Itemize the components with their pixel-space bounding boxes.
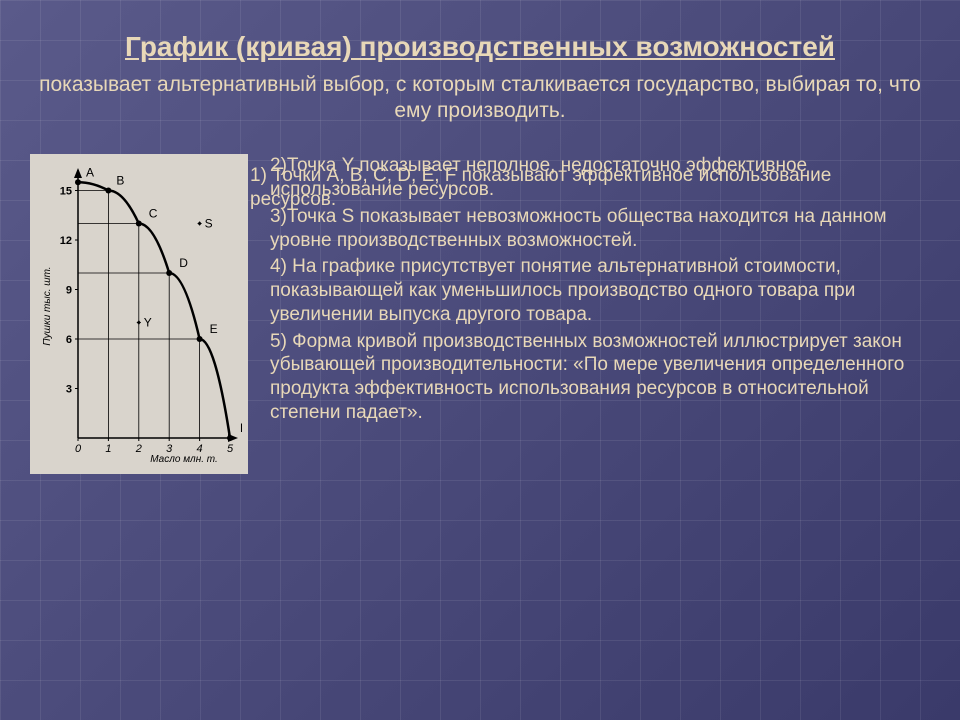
- svg-text:1: 1: [105, 443, 111, 455]
- svg-text:Y: Y: [144, 316, 152, 330]
- svg-text:6: 6: [66, 334, 72, 346]
- svg-text:Масло млн. т.: Масло млн. т.: [150, 454, 218, 465]
- svg-text:0: 0: [75, 443, 82, 455]
- slide-subtitle: показывает альтернативный выбор, с котор…: [30, 72, 930, 125]
- svg-text:Пушки тыс. шт.: Пушки тыс. шт.: [42, 267, 53, 346]
- svg-text:E: E: [210, 322, 218, 336]
- ppf-chart: 3691215012345ABCDEFYSПушки тыс. шт.Масло…: [30, 154, 248, 474]
- svg-text:S: S: [205, 217, 213, 231]
- svg-text:C: C: [149, 207, 158, 221]
- svg-text:2: 2: [135, 443, 142, 455]
- slide-content: График (кривая) производственных возможн…: [0, 0, 960, 484]
- point-5: 5) Форма кривой производственных возможн…: [270, 330, 930, 425]
- point-4: 4) На графике присутствует понятие альте…: [270, 255, 930, 326]
- svg-text:D: D: [179, 256, 188, 270]
- point-3: 3)Точка S показывает невозможность общес…: [270, 205, 930, 253]
- svg-text:A: A: [86, 166, 94, 180]
- point-1-overlapping: 1) Точки A, B, C, D, E, F показывают эфф…: [250, 164, 890, 212]
- ppf-chart-svg: 3691215012345ABCDEFYSПушки тыс. шт.Масло…: [38, 162, 242, 468]
- svg-text:12: 12: [60, 235, 72, 247]
- svg-text:5: 5: [227, 443, 234, 455]
- chart-column: 3691215012345ABCDEFYSПушки тыс. шт.Масло…: [30, 154, 260, 474]
- svg-text:B: B: [116, 174, 124, 188]
- svg-text:15: 15: [60, 186, 72, 198]
- svg-text:3: 3: [66, 384, 72, 396]
- slide-title: График (кривая) производственных возможн…: [30, 28, 930, 66]
- svg-text:9: 9: [66, 285, 72, 297]
- svg-text:F: F: [240, 421, 242, 435]
